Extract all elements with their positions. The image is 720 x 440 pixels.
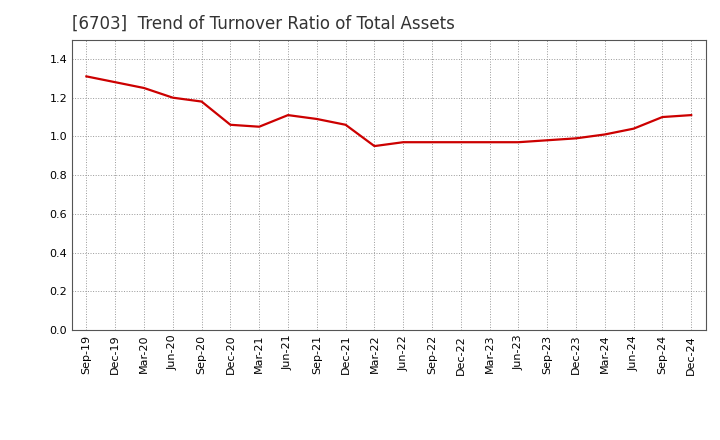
Text: [6703]  Trend of Turnover Ratio of Total Assets: [6703] Trend of Turnover Ratio of Total … xyxy=(72,15,455,33)
